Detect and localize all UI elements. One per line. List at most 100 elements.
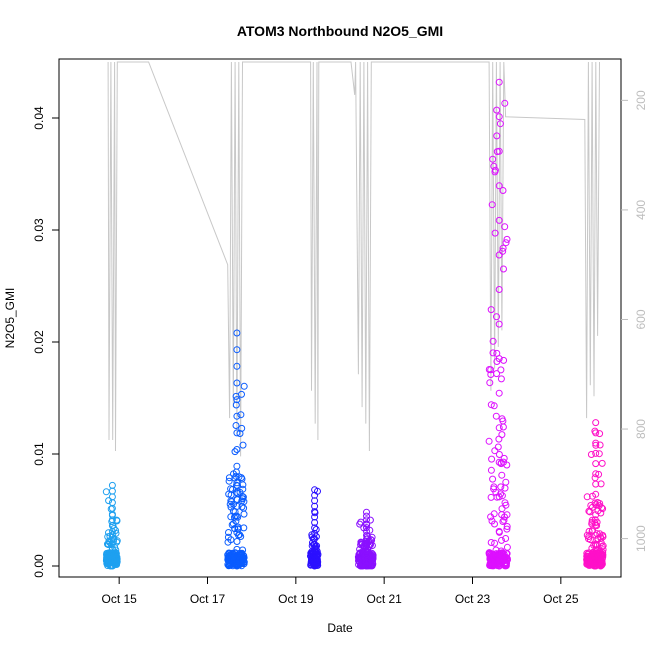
data-point	[369, 551, 377, 559]
y-tick-label: 0.03	[32, 218, 46, 242]
y-axis: 0.00 0.01 0.02 0.03 0.04	[32, 106, 59, 578]
data-point	[363, 554, 370, 562]
data-point	[487, 539, 495, 546]
data-point	[363, 551, 370, 558]
data-point	[592, 419, 600, 427]
data-point	[239, 493, 247, 501]
data-point	[596, 500, 604, 507]
data-point	[592, 552, 600, 560]
data-point	[487, 366, 495, 374]
data-point	[363, 527, 370, 535]
data-point	[592, 449, 600, 457]
data-point	[499, 244, 507, 252]
data-point	[363, 543, 370, 551]
data-point	[233, 502, 241, 510]
data-point	[233, 538, 241, 545]
data-point	[239, 557, 247, 565]
data-point	[500, 265, 507, 273]
data-point	[490, 510, 498, 518]
data-point	[487, 493, 495, 501]
data-point	[230, 500, 238, 508]
data-point	[485, 437, 493, 445]
data-point	[240, 498, 248, 506]
data-point	[495, 216, 503, 224]
data-point	[503, 523, 511, 530]
data-point	[233, 346, 241, 354]
x-tick-label: Oct 23	[455, 592, 491, 606]
data-point	[363, 512, 370, 520]
series-2	[224, 329, 248, 570]
data-point	[493, 106, 501, 114]
data-point	[233, 362, 241, 370]
data-point	[232, 401, 240, 409]
series-4	[354, 508, 377, 570]
data-point	[363, 531, 370, 539]
data-point	[363, 508, 370, 516]
pressure-axis: 200 400 600 800 1000	[621, 90, 648, 552]
data-point	[495, 527, 503, 535]
data-point	[587, 451, 595, 458]
y-tick-label: 0.02	[32, 330, 46, 354]
data-point	[233, 562, 241, 570]
data-point	[489, 349, 497, 357]
data-point	[102, 488, 110, 496]
data-point	[502, 535, 510, 542]
data-point	[495, 251, 503, 259]
data-point	[238, 424, 246, 432]
y-tick-label: 0.00	[32, 554, 46, 578]
plot-frame	[58, 58, 622, 578]
data-point	[487, 306, 495, 314]
data-point	[492, 412, 500, 420]
data-point	[240, 510, 248, 518]
data-point	[592, 511, 600, 519]
data-point	[494, 443, 502, 451]
data-point	[599, 551, 607, 559]
data-point	[314, 550, 322, 558]
data-point	[592, 490, 600, 498]
data-point	[232, 422, 240, 429]
data-point	[495, 320, 503, 328]
data-point	[592, 562, 600, 570]
data-point	[240, 558, 248, 566]
data-point	[592, 460, 600, 468]
data-point	[491, 539, 499, 547]
data-point	[592, 501, 600, 509]
x-tick-label: Oct 19	[278, 592, 314, 606]
data-point	[495, 286, 503, 293]
data-point	[503, 559, 511, 567]
x-tick-label: Oct 21	[366, 592, 402, 606]
data-point	[225, 529, 232, 536]
data-point	[500, 516, 508, 524]
data-point	[233, 529, 241, 537]
data-point	[112, 527, 120, 534]
data-point	[232, 488, 240, 496]
data-point	[495, 355, 503, 363]
data-point	[113, 557, 121, 565]
data-point	[495, 182, 503, 190]
data-point	[233, 329, 241, 337]
data-point	[233, 462, 241, 470]
x-axis-label: Date	[327, 621, 353, 635]
data-point	[493, 370, 501, 378]
data-point	[489, 337, 497, 345]
data-point	[597, 480, 605, 488]
data-point	[495, 78, 503, 86]
data-point	[495, 113, 503, 121]
data-point	[503, 461, 511, 469]
data-point	[497, 483, 505, 491]
data-point	[491, 166, 499, 174]
data-points-layer	[102, 78, 607, 570]
data-point	[583, 493, 591, 501]
data-point	[237, 533, 245, 540]
data-point	[238, 390, 245, 398]
data-point	[598, 504, 606, 512]
data-point	[500, 454, 508, 462]
data-point	[503, 235, 511, 243]
data-point	[363, 547, 370, 555]
data-point	[311, 535, 319, 543]
data-point	[234, 513, 242, 521]
y2-tick-label: 200	[634, 90, 648, 110]
data-point	[113, 555, 121, 563]
data-point	[233, 379, 241, 387]
data-point	[592, 439, 600, 447]
